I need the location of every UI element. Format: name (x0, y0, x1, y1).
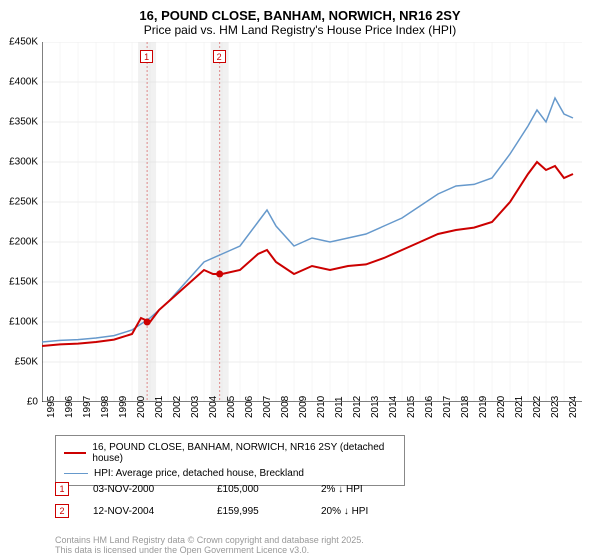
x-tick-label: 2000 (136, 396, 147, 418)
x-tick-label: 2022 (532, 396, 543, 418)
x-tick-label: 2016 (424, 396, 435, 418)
x-tick-label: 1995 (46, 396, 57, 418)
x-tick-label: 2009 (298, 396, 309, 418)
y-tick-label: £400K (9, 77, 38, 88)
footer-attribution: Contains HM Land Registry data © Crown c… (55, 535, 364, 555)
chart-title: 16, POUND CLOSE, BANHAM, NORWICH, NR16 2… (0, 0, 600, 43)
x-tick-label: 2010 (316, 396, 327, 418)
transaction-date: 12-NOV-2004 (93, 506, 193, 517)
y-tick-label: £50K (15, 357, 38, 368)
x-tick-label: 2001 (154, 396, 165, 418)
y-tick-label: £300K (9, 157, 38, 168)
transaction-price: £159,995 (217, 506, 297, 517)
legend-item: 16, POUND CLOSE, BANHAM, NORWICH, NR16 2… (64, 440, 396, 466)
y-tick-label: £0 (27, 397, 38, 408)
legend-swatch (64, 473, 88, 475)
transaction-table: 1 03-NOV-2000 £105,000 2% ↓ HPI 2 12-NOV… (55, 478, 411, 522)
transaction-row: 2 12-NOV-2004 £159,995 20% ↓ HPI (55, 500, 411, 522)
x-tick-label: 2021 (514, 396, 525, 418)
y-tick-label: £100K (9, 317, 38, 328)
x-tick-label: 2008 (280, 396, 291, 418)
x-tick-label: 2011 (334, 396, 345, 418)
x-tick-label: 2012 (352, 396, 363, 418)
x-tick-label: 1999 (118, 396, 129, 418)
footer-line2: This data is licensed under the Open Gov… (55, 545, 364, 555)
x-tick-label: 2002 (172, 396, 183, 418)
x-tick-label: 2013 (370, 396, 381, 418)
legend-label: 16, POUND CLOSE, BANHAM, NORWICH, NR16 2… (92, 442, 396, 464)
chart-svg (42, 42, 582, 402)
x-tick-label: 1996 (64, 396, 75, 418)
transaction-marker-1: 1 (55, 482, 69, 496)
transaction-date: 03-NOV-2000 (93, 484, 193, 495)
chart-marker-1: 1 (140, 50, 153, 63)
y-tick-label: £150K (9, 277, 38, 288)
x-tick-label: 2017 (442, 396, 453, 418)
title-line1: 16, POUND CLOSE, BANHAM, NORWICH, NR16 2… (0, 8, 600, 23)
x-tick-label: 2005 (226, 396, 237, 418)
transaction-price: £105,000 (217, 484, 297, 495)
x-tick-label: 2023 (550, 396, 561, 418)
title-line2: Price paid vs. HM Land Registry's House … (0, 23, 600, 37)
y-tick-label: £450K (9, 37, 38, 48)
x-tick-label: 1997 (82, 396, 93, 418)
x-tick-label: 1998 (100, 396, 111, 418)
x-tick-label: 2024 (568, 396, 579, 418)
x-tick-label: 2006 (244, 396, 255, 418)
legend-swatch (64, 452, 86, 454)
y-tick-label: £200K (9, 237, 38, 248)
x-tick-label: 2007 (262, 396, 273, 418)
transaction-change: 20% ↓ HPI (321, 506, 411, 517)
chart-marker-2: 2 (213, 50, 226, 63)
x-tick-label: 2014 (388, 396, 399, 418)
transaction-marker-2: 2 (55, 504, 69, 518)
x-tick-label: 2018 (460, 396, 471, 418)
y-tick-label: £250K (9, 197, 38, 208)
x-tick-label: 2015 (406, 396, 417, 418)
y-axis-labels: £0£50K£100K£150K£200K£250K£300K£350K£400… (0, 42, 40, 402)
transaction-row: 1 03-NOV-2000 £105,000 2% ↓ HPI (55, 478, 411, 500)
x-tick-label: 2004 (208, 396, 219, 418)
transaction-change: 2% ↓ HPI (321, 484, 411, 495)
x-axis-labels: 1995199619971998199920002001200220032004… (42, 404, 582, 436)
x-tick-label: 2019 (478, 396, 489, 418)
chart-plot-area (42, 42, 582, 402)
x-tick-label: 2020 (496, 396, 507, 418)
x-tick-label: 2003 (190, 396, 201, 418)
footer-line1: Contains HM Land Registry data © Crown c… (55, 535, 364, 545)
y-tick-label: £350K (9, 117, 38, 128)
